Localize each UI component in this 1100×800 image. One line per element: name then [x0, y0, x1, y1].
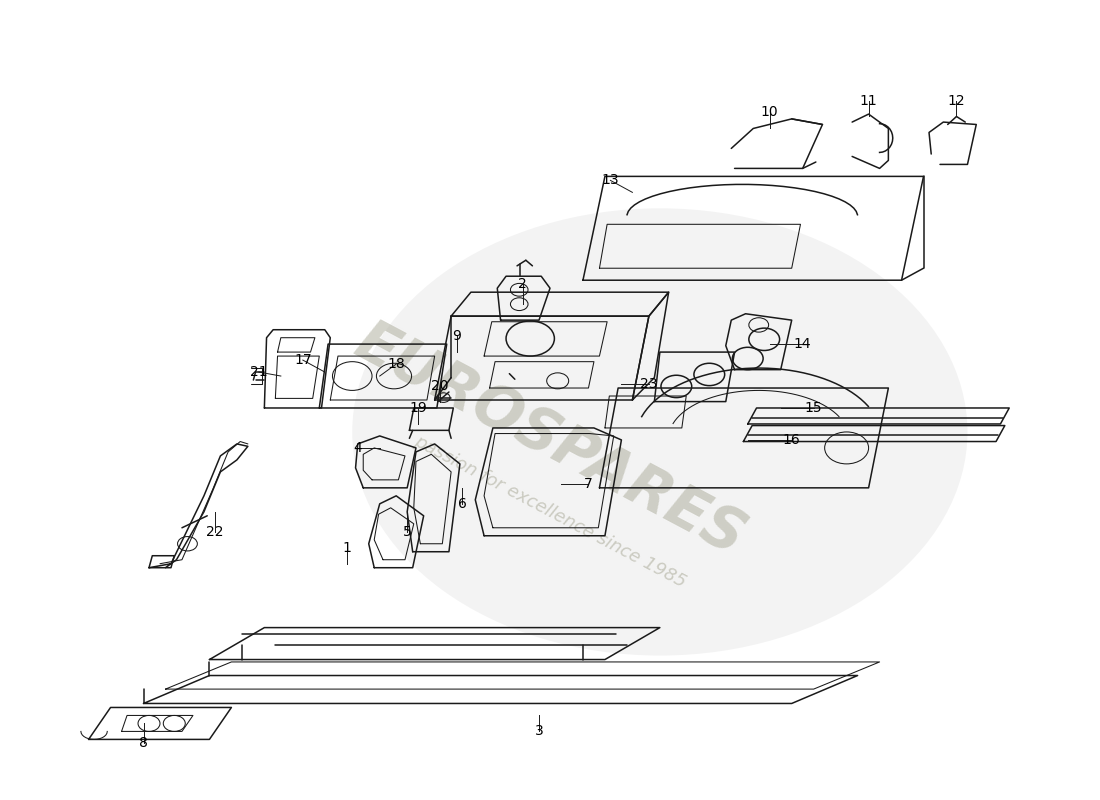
- Text: 15: 15: [805, 401, 823, 415]
- Text: 10: 10: [761, 106, 779, 119]
- Text: 22: 22: [206, 525, 223, 538]
- Text: 17: 17: [294, 353, 311, 367]
- Text: passion for excellence since 1985: passion for excellence since 1985: [411, 432, 689, 591]
- Text: 20: 20: [431, 378, 449, 393]
- Text: 3: 3: [535, 725, 543, 738]
- Text: 18: 18: [387, 357, 405, 371]
- Text: 9: 9: [452, 329, 461, 343]
- Text: 8: 8: [139, 737, 148, 750]
- Circle shape: [352, 208, 968, 655]
- Text: 1: 1: [342, 541, 351, 554]
- Text: 7: 7: [584, 477, 593, 491]
- Text: 4: 4: [353, 441, 362, 455]
- Text: 21: 21: [250, 365, 267, 379]
- Text: 2: 2: [518, 278, 527, 291]
- Text: 23: 23: [640, 377, 658, 391]
- Text: 19: 19: [409, 401, 427, 415]
- Text: 16: 16: [783, 433, 801, 447]
- Text: 11: 11: [860, 94, 878, 107]
- Text: 5: 5: [403, 525, 411, 538]
- Text: 13: 13: [602, 174, 619, 187]
- Text: 12: 12: [948, 94, 966, 107]
- Text: 14: 14: [794, 337, 812, 351]
- Text: 6: 6: [458, 497, 466, 511]
- Text: EUROSPARES: EUROSPARES: [345, 313, 755, 566]
